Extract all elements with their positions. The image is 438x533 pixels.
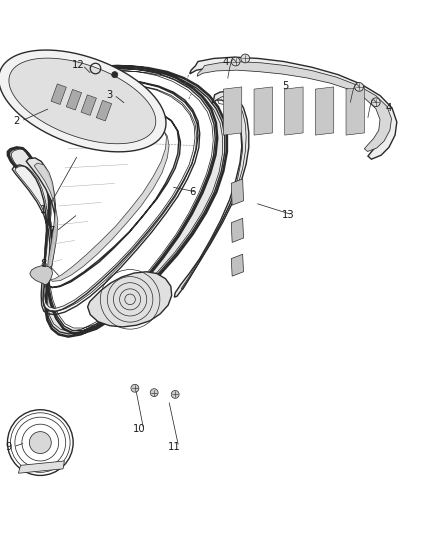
Text: 7: 7 (49, 227, 55, 237)
Polygon shape (190, 57, 397, 159)
Text: 2: 2 (14, 116, 20, 126)
Text: 3: 3 (106, 90, 113, 100)
Polygon shape (9, 58, 156, 144)
Text: 9: 9 (6, 442, 12, 452)
Polygon shape (174, 91, 249, 297)
Polygon shape (15, 84, 197, 311)
Polygon shape (51, 84, 67, 104)
Circle shape (112, 71, 118, 78)
Polygon shape (231, 254, 244, 276)
Polygon shape (254, 87, 272, 135)
Polygon shape (197, 62, 392, 151)
Text: 13: 13 (282, 210, 294, 220)
Text: 4: 4 (386, 103, 392, 113)
Circle shape (241, 54, 250, 63)
Polygon shape (346, 87, 364, 135)
Circle shape (150, 389, 158, 397)
Polygon shape (0, 50, 166, 152)
Text: 1: 1 (40, 205, 46, 215)
Circle shape (29, 432, 51, 454)
Polygon shape (231, 219, 244, 243)
Polygon shape (88, 272, 172, 327)
Text: 5: 5 (283, 81, 289, 91)
Text: 4: 4 (223, 56, 229, 67)
Text: 11: 11 (168, 442, 181, 452)
Polygon shape (315, 87, 334, 135)
Polygon shape (66, 90, 81, 110)
Polygon shape (285, 87, 303, 135)
Polygon shape (231, 179, 244, 205)
Polygon shape (223, 87, 242, 135)
Polygon shape (30, 265, 53, 285)
Polygon shape (34, 109, 169, 281)
Circle shape (171, 391, 179, 398)
Circle shape (131, 384, 139, 392)
Text: 8: 8 (41, 260, 47, 269)
Polygon shape (96, 100, 112, 121)
Circle shape (231, 57, 240, 66)
Polygon shape (8, 66, 227, 336)
Text: 12: 12 (71, 60, 85, 70)
Polygon shape (26, 102, 180, 287)
Text: 10: 10 (133, 424, 145, 434)
Polygon shape (81, 95, 96, 116)
Circle shape (355, 83, 364, 91)
Text: 6: 6 (190, 187, 196, 197)
Circle shape (371, 98, 380, 107)
Polygon shape (18, 461, 64, 473)
